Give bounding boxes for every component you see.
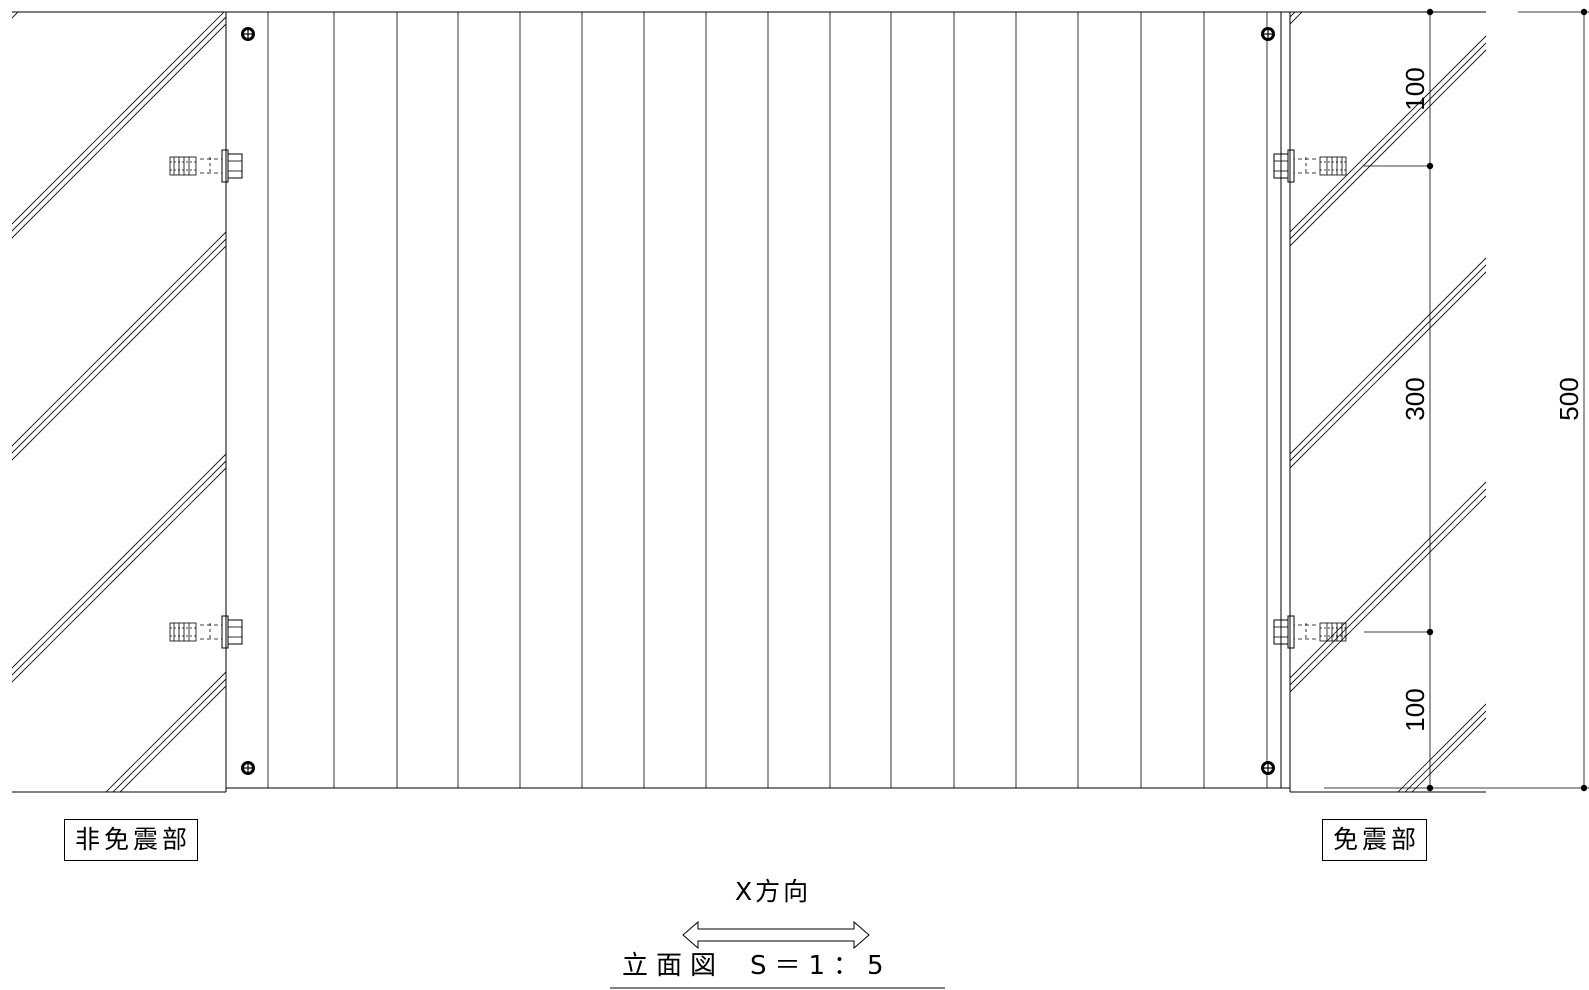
cover-slats [267, 12, 1268, 788]
hatchL-stroke-3-0 [12, 231, 226, 447]
dimension-lines [1290, 8, 1589, 792]
fixing-bolt-right-lower [1273, 615, 1347, 649]
hatchR-stroke-3-7 [1290, 264, 1486, 462]
hatchL-stroke-3-14 [12, 245, 226, 461]
dim-total: 500 [1554, 377, 1584, 420]
drawing-title: 立面図 S＝1：5 [622, 945, 892, 982]
right-hatching [1290, 12, 1486, 792]
view-name: 立面図 [622, 951, 725, 981]
hatchL-stroke-3-7 [12, 238, 226, 454]
anchor-bolt-top-left [240, 26, 256, 42]
hatchR-stroke-2-14 [1290, 49, 1486, 247]
dim-bottom: 100 [1400, 688, 1430, 731]
hatchR-stroke-4-0 [1290, 481, 1486, 679]
anchor-bolt-top-right [1260, 26, 1276, 42]
hatchR-stroke-2-0 [1290, 35, 1486, 233]
dim-top: 100 [1400, 67, 1430, 110]
non-isolated-label: 非免震部 [64, 819, 199, 861]
joint-cover-plate [225, 11, 1291, 789]
direction-arrow [682, 920, 870, 950]
direction-label: X方向 [735, 877, 812, 906]
hatchR-stroke-3-14 [1290, 271, 1486, 469]
fixing-bolt-left-lower [169, 615, 243, 649]
anchor-bolt-bottom-left [240, 760, 256, 776]
dim-middle: 300 [1400, 377, 1430, 420]
hatchR-stroke-4-14 [1290, 495, 1486, 693]
anchor-bolt-bottom-right [1260, 760, 1276, 776]
hatchR-stroke-4-7 [1290, 488, 1486, 686]
fixing-bolt-left-upper [169, 149, 243, 183]
fixing-bolt-right-upper [1273, 149, 1347, 183]
isolated-label: 免震部 [1322, 819, 1428, 861]
scale-text: S＝1：5 [750, 951, 892, 981]
hatchR-stroke-3-0 [1290, 257, 1486, 455]
